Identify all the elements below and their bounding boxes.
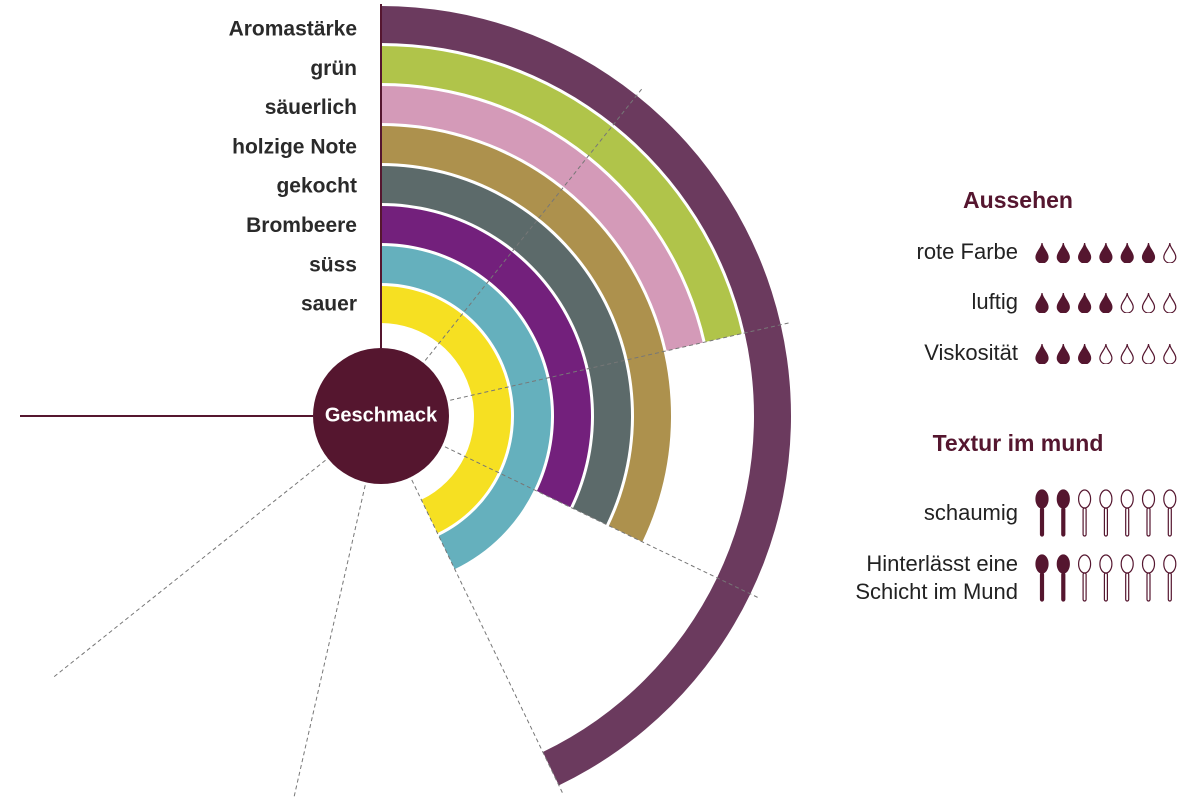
spoon-handle (1125, 507, 1130, 537)
chart: Aromastärke grün säuerlich holzige Note geko… (20, 4, 791, 797)
rating-label: schaumig (923, 500, 1018, 525)
spoon-handle (1167, 507, 1172, 537)
rating-icons (1035, 489, 1177, 537)
sector-line (429, 322, 791, 406)
center-circle (313, 348, 449, 484)
spoon-handle (1061, 572, 1066, 602)
drop-icon (1056, 343, 1070, 364)
arc-bar (381, 126, 671, 542)
spoon-handle (1146, 572, 1151, 602)
drop-icon (1163, 292, 1177, 313)
arc-bar (381, 86, 703, 351)
drop-icon (1077, 242, 1092, 263)
drop-icon (1099, 242, 1113, 263)
rating-label: rote Farbe (916, 239, 1019, 264)
drop-icon (1120, 343, 1134, 364)
spoon-head (1141, 554, 1156, 574)
spoon-handle (1146, 507, 1151, 537)
sector-line (402, 460, 564, 795)
spoon-handle (1039, 572, 1045, 602)
drop-icon (1056, 292, 1070, 313)
category-label: Brombeere (246, 214, 357, 237)
rating-label: Viskosität (924, 340, 1018, 365)
arc-bar (381, 6, 791, 786)
sector-line (411, 87, 644, 378)
spoon-head (1056, 489, 1070, 509)
spoon-handle (1039, 507, 1045, 537)
spoon-handle (1103, 572, 1109, 602)
sector-line (52, 446, 343, 679)
rating-value (1035, 242, 1177, 263)
spoon-handle (1167, 572, 1172, 602)
spoon-head (1163, 489, 1177, 509)
rating-label: Hinterlässt eine Schicht im Mund (855, 551, 1018, 604)
section-title: Aussehen (963, 187, 1073, 213)
rating-label: luftig (971, 289, 1018, 314)
drop-icon (1077, 343, 1092, 364)
spoon-head (1099, 489, 1113, 509)
arc-bar (381, 286, 511, 534)
spoon-head (1099, 554, 1113, 574)
rating-value (1035, 554, 1177, 602)
category-label: sauer (301, 293, 357, 316)
category-label: grün (310, 57, 357, 80)
spoon-head (1056, 554, 1070, 574)
drop-icon (1099, 292, 1113, 313)
category-label: süss (309, 253, 357, 276)
drop-icon (1056, 242, 1070, 263)
rating-icons (1035, 343, 1177, 364)
spoon-head (1035, 554, 1049, 574)
drop-icon (1120, 292, 1134, 313)
drop-icon (1141, 343, 1156, 364)
category-label: Aromastärke (229, 18, 357, 41)
drop-icon (1035, 242, 1049, 263)
drop-icon (1099, 343, 1113, 364)
spoon-handle (1103, 507, 1109, 537)
spoon-head (1120, 489, 1134, 509)
rating-value (1035, 292, 1177, 313)
spoon-handle (1125, 572, 1130, 602)
spoon-handle (1061, 507, 1066, 537)
category-label: säuerlich (265, 96, 357, 119)
drop-icon (1035, 292, 1049, 313)
drop-icon (1077, 292, 1092, 313)
drop-icon (1163, 242, 1177, 263)
rating-icons (1035, 242, 1177, 263)
section-title: Textur im mund (932, 430, 1104, 456)
rating-icons (1035, 292, 1177, 313)
spoon-handle (1082, 572, 1087, 602)
arc-bar (381, 206, 591, 508)
spoon-head (1163, 554, 1177, 574)
rating-icons (1035, 554, 1177, 602)
arc-bar (381, 166, 631, 525)
sector-line (425, 437, 760, 599)
drop-icon (1120, 242, 1134, 263)
arc-bar (381, 46, 742, 342)
spoon-head (1035, 489, 1049, 509)
arc-bar (381, 246, 552, 570)
spoon-head (1077, 554, 1092, 574)
drop-icon (1035, 343, 1049, 364)
sector-line (293, 464, 371, 797)
spoon-head (1141, 489, 1156, 509)
drop-icon (1141, 242, 1156, 263)
spoon-head (1120, 554, 1134, 574)
spoon-head (1077, 489, 1092, 509)
category-label: gekocht (276, 175, 357, 198)
drop-icon (1141, 292, 1156, 313)
rating-value (1035, 343, 1177, 364)
center-label: Geschmack (325, 404, 438, 426)
rating-value (1035, 489, 1177, 537)
spoon-handle (1082, 507, 1087, 537)
drop-icon (1163, 343, 1177, 364)
category-label: holzige Note (232, 135, 357, 158)
